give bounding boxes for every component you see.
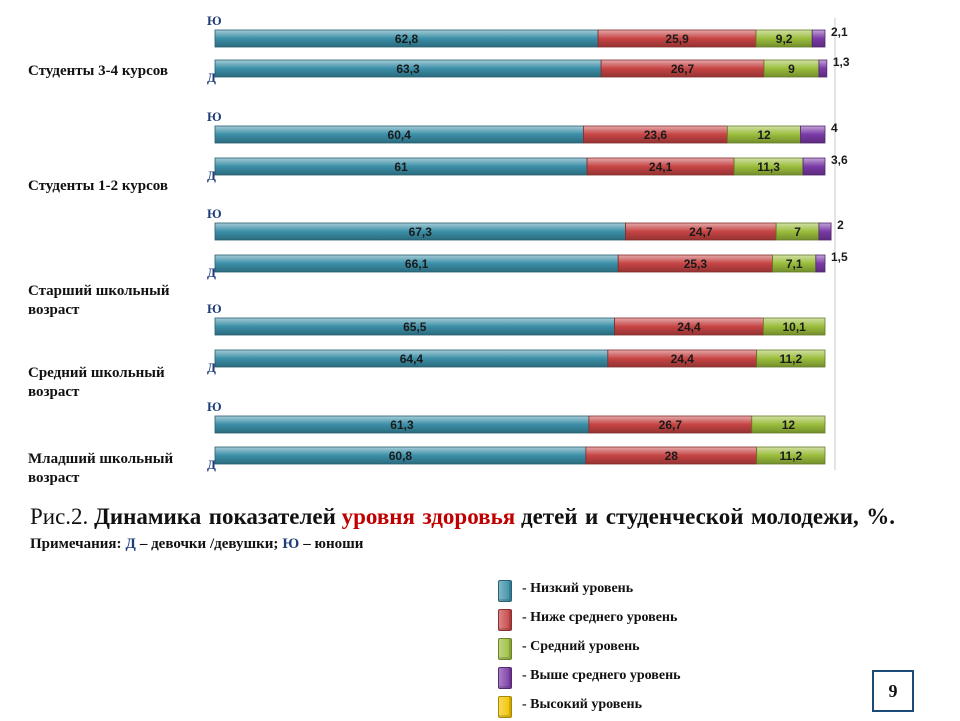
bar-value-label: 67,3	[409, 225, 433, 239]
bar-segment	[756, 349, 826, 368]
bar-value-label: 9	[788, 62, 795, 76]
bar-value-label: 7	[794, 225, 801, 239]
caption-note-d: Д	[125, 536, 136, 552]
group-label: Студенты 1-2 курсов	[28, 178, 168, 194]
bar-side-label: Ю	[207, 13, 222, 28]
group-label: Средний школьный возраст	[28, 365, 165, 400]
bar-value-label: 3,6	[831, 153, 848, 167]
bar-value-label: 9,2	[776, 32, 793, 46]
page-number: 9	[872, 670, 914, 712]
bar-side-label: Д	[207, 70, 216, 85]
legend-label: - Низкий уровень	[522, 581, 634, 596]
bar-side-label: Д	[207, 265, 216, 280]
bar-segment	[815, 254, 826, 273]
bar-value-label: 24,4	[671, 352, 695, 366]
bar-segment	[751, 415, 826, 434]
bar-value-label: 11,2	[779, 449, 802, 463]
bar-segment	[756, 446, 826, 465]
bar-segment	[811, 29, 826, 48]
bar-value-label: 4	[831, 121, 838, 135]
bar-side-label: Ю	[207, 301, 222, 316]
legend-swatch	[498, 638, 512, 660]
caption-title-part1: Динамика показателей	[94, 504, 336, 529]
bar-value-label: 10,1	[783, 320, 807, 334]
bar-value-label: 1,3	[833, 55, 850, 69]
bar-value-label: 23,6	[644, 128, 668, 142]
bar-value-label: 66,1	[405, 257, 429, 271]
legend-swatch	[498, 696, 512, 718]
bar-segment	[802, 157, 826, 176]
bar-value-label: 64,4	[400, 352, 424, 366]
bar-side-label: Д	[207, 457, 216, 472]
bar-value-label: 12	[757, 128, 771, 142]
bar-value-label: 25,3	[684, 257, 708, 271]
bar-value-label: 60,8	[389, 449, 413, 463]
legend-label: - Средний уровень	[522, 639, 640, 654]
bar-segment	[800, 125, 826, 144]
caption-note-yu: Ю	[282, 536, 300, 552]
bar-value-label: 62,8	[395, 32, 419, 46]
legend-swatch	[498, 667, 512, 689]
bar-value-label: 24,4	[677, 320, 701, 334]
stacked-bar-chart: 62,8 25,9 9,2 2,163,3 26,7 9 1,360,4 23,6 12 461 2…	[214, 18, 850, 470]
bar-value-label: 11,3	[757, 160, 780, 174]
figure-caption: Рис.2. Динамика показателей уровня здоро…	[30, 505, 895, 556]
caption-fig-number: Рис.2.	[30, 504, 89, 529]
bar-value-label: 11,2	[779, 352, 802, 366]
bar-value-label: 2	[837, 218, 844, 232]
bar-side-label: Ю	[207, 399, 222, 414]
bar-side-label: Ю	[207, 206, 222, 221]
group-label: Старший школьный возраст	[28, 283, 170, 318]
caption-note-yu-text: – юноши	[303, 536, 364, 552]
bar-value-label: 60,4	[388, 128, 412, 142]
legend-swatch	[498, 609, 512, 631]
bar-value-label: 63,3	[396, 62, 420, 76]
bar-value-label: 65,5	[403, 320, 427, 334]
legend-swatch	[498, 580, 512, 602]
bar-segment	[818, 59, 828, 78]
bar-value-label: 28	[665, 449, 679, 463]
bar-side-label: Д	[207, 168, 216, 183]
bar-value-label: 2,1	[831, 25, 848, 39]
bar-value-label: 24,1	[649, 160, 673, 174]
bar-value-label: 61	[394, 160, 408, 174]
caption-title-red: уровня здоровья	[341, 504, 516, 529]
bar-value-label: 26,7	[671, 62, 695, 76]
bar-value-label: 26,7	[659, 418, 683, 432]
group-label: Студенты 3-4 курсов	[28, 63, 168, 79]
group-label: Младший школьный возраст	[28, 451, 174, 486]
legend-label: - Ниже среднего уровень	[522, 610, 678, 625]
legend-label: - Выше среднего уровень	[522, 668, 681, 683]
bar-value-label: 1,5	[831, 250, 848, 264]
bar-segment	[818, 222, 832, 241]
bar-side-label: Д	[207, 360, 216, 375]
bar-side-label: Ю	[207, 109, 222, 124]
legend-label: - Высокий уровень	[522, 697, 643, 712]
bar-value-label: 61,3	[390, 418, 414, 432]
caption-note-prefix: Примечания:	[30, 536, 122, 552]
bar-value-label: 12	[782, 418, 796, 432]
caption-title-part2: детей и студенческой молодежи, %.	[520, 504, 896, 529]
bar-value-label: 25,9	[665, 32, 689, 46]
bar-value-label: 7,1	[786, 257, 803, 271]
bar-value-label: 24,7	[689, 225, 713, 239]
caption-note-d-text: – девочки /девушки;	[139, 536, 279, 552]
bar-segment	[762, 317, 826, 336]
